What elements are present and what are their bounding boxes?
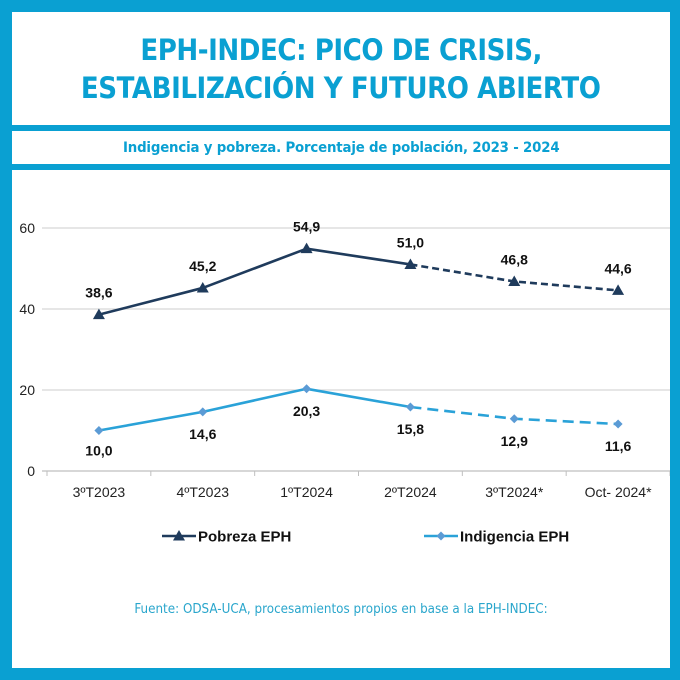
x-tick-label: 3ºT2024* <box>485 484 544 500</box>
x-tick-label: Oct- 2024* <box>585 484 652 500</box>
data-label: 14,6 <box>189 426 216 442</box>
triangle-marker <box>196 281 209 293</box>
triangle-marker <box>300 242 313 254</box>
diamond-marker <box>436 531 446 541</box>
diamond-marker <box>198 407 208 417</box>
legend-label: Pobreza EPH <box>198 529 291 546</box>
data-label: 51,0 <box>397 234 424 250</box>
triangle-marker <box>92 308 105 320</box>
diamond-marker <box>302 384 312 394</box>
title-panel: EPH-INDEC: PICO DE CRISIS, ESTABILIZACIÓ… <box>12 12 670 125</box>
series-line-solid <box>98 247 411 316</box>
diamond-marker <box>405 402 415 412</box>
x-axis: 3ºT2023 4ºT2023 1ºT2024 2ºT2024 3ºT2024* Oct-… <box>46 471 670 500</box>
series-pobreza-eph: 38,6 45,2 54,9 51,0 46,8 44,6 <box>85 219 632 320</box>
triangle-marker <box>612 284 625 295</box>
x-tick-label: 2ºT2024 <box>384 484 437 500</box>
chart-subtitle: Indigencia y pobreza. Porcentaje de pobl… <box>122 139 560 156</box>
data-label: 54,9 <box>293 219 320 235</box>
title-line-1: EPH-INDEC: PICO DE CRISIS, <box>140 32 542 67</box>
source-note: Fuente: ODSA-UCA, procesamientos propios… <box>134 602 548 617</box>
x-tick-label: 3ºT2023 <box>73 484 126 500</box>
data-label: 12,9 <box>501 433 528 449</box>
diamond-marker <box>613 419 623 429</box>
chart-panel: 0 20 40 60 3ºT2023 4ºT2023 1ºT2024 2ºT2024 3ºT2… <box>12 170 670 668</box>
legend-item: Indigencia EPH <box>424 529 569 546</box>
data-label: 15,8 <box>397 421 424 437</box>
data-label: 11,6 <box>605 438 632 454</box>
triangle-marker <box>508 275 521 286</box>
y-tick-label: 0 <box>27 463 35 479</box>
x-tick-label: 4ºT2023 <box>176 484 229 500</box>
title-line-2: ESTABILIZACIÓN Y FUTURO ABIERTO <box>81 70 601 105</box>
y-axis-ticks: 0 20 40 60 <box>19 220 35 479</box>
legend-label: Indigencia EPH <box>460 529 569 546</box>
data-label: 10,0 <box>85 443 112 459</box>
data-label: 45,2 <box>189 258 216 274</box>
gridlines <box>42 227 670 472</box>
data-label: 38,6 <box>85 285 112 301</box>
data-label: 20,3 <box>293 403 320 419</box>
series-indigencia-eph: 10,0 14,6 20,3 15,8 12,9 11,6 <box>85 384 632 459</box>
series-group: 38,6 45,2 54,9 51,0 46,8 44,6 10,0 14,6 20,3 15,8… <box>85 219 632 459</box>
legend-item: Pobreza EPH <box>162 529 291 546</box>
data-label: 44,6 <box>604 260 631 276</box>
data-label: 46,8 <box>501 251 528 267</box>
triangle-marker <box>404 258 417 269</box>
x-tick-label: 1ºT2024 <box>280 484 333 500</box>
y-tick-label: 60 <box>19 220 35 236</box>
y-tick-label: 40 <box>19 301 35 317</box>
legend: Pobreza EPH Indigencia EPH <box>162 529 569 546</box>
triangle-marker <box>173 530 185 541</box>
subtitle-panel: Indigencia y pobreza. Porcentaje de pobl… <box>12 131 670 164</box>
diamond-marker <box>94 426 104 435</box>
series-line-solid <box>98 387 411 432</box>
y-tick-label: 20 <box>19 382 35 398</box>
diamond-marker <box>509 414 519 424</box>
